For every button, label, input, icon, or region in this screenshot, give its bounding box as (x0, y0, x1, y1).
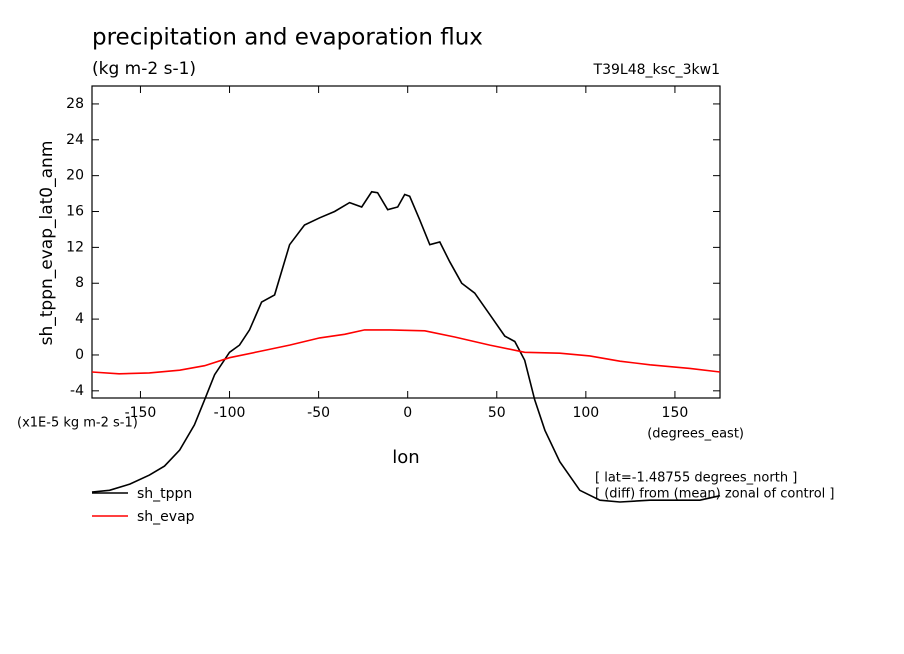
data-line (91, 190, 721, 503)
x-tick-label: 150 (662, 405, 689, 421)
y-units: (x1E-5 kg m-2 s-1) (17, 416, 138, 431)
run-label: T39L48_ksc_3kw1 (593, 62, 720, 78)
chart-title: precipitation and evaporation flux (92, 25, 483, 51)
x-units: (degrees_east) (647, 427, 744, 442)
x-axis-label: lon (392, 447, 419, 468)
x-tick-label: 0 (403, 405, 412, 421)
note: [ lat=-1.48755 degrees_north ] (595, 471, 797, 486)
x-tick-label: 50 (488, 405, 506, 421)
x-tick-label: -50 (307, 405, 330, 421)
plot-frame (91, 85, 721, 399)
note: [ (diff) from (mean) zonal of control ] (595, 487, 834, 502)
legend-label: sh_tppn (137, 486, 192, 502)
legend-label: sh_evap (137, 509, 195, 525)
y-tick-label: 0 (75, 347, 84, 363)
y-axis-label: sh_tppn_evap_lat0_anm (37, 141, 57, 346)
y-tick-label: 8 (75, 275, 84, 291)
y-tick-label: 12 (66, 239, 84, 255)
y-tick-label: 4 (75, 311, 84, 327)
y-tick-label: 20 (66, 168, 84, 184)
y-tick-label: -4 (70, 383, 84, 399)
y-tick-label: 16 (66, 204, 84, 220)
data-line (91, 329, 721, 375)
x-tick-label: -150 (125, 405, 157, 421)
y-tick-label: 24 (66, 132, 84, 148)
x-tick-label: 100 (572, 405, 599, 421)
y-tick-label: 28 (66, 96, 84, 112)
chart-subtitle: (kg m-2 s-1) (92, 59, 196, 79)
x-tick-label: -100 (214, 405, 246, 421)
